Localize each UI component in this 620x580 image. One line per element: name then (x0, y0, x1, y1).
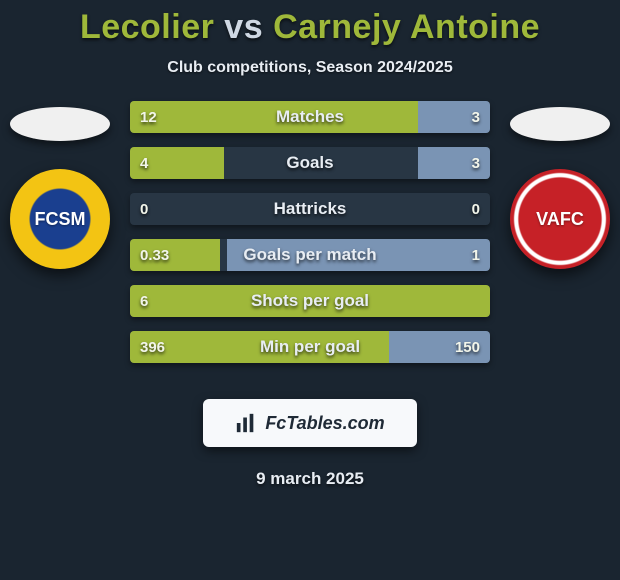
fctables-text: FcTables.com (265, 413, 384, 434)
versus-word: vs (224, 8, 263, 46)
left-flag-icon (10, 107, 110, 141)
left-player-column: FCSM (0, 101, 120, 371)
right-club-badge: VAFC (510, 169, 610, 269)
left-club-badge: FCSM (10, 169, 110, 269)
subtitle: Club competitions, Season 2024/2025 (0, 59, 620, 77)
right-club-short: VAFC (536, 209, 584, 230)
stat-row-label: Goals per match (130, 239, 490, 271)
comparison-body: FCSM VAFC 123Matches 43Goals 00Hattricks 0.… (0, 101, 620, 371)
stat-row: 123Matches (130, 101, 490, 133)
stat-row: 396150Min per goal (130, 331, 490, 363)
stat-row-label: Min per goal (130, 331, 490, 363)
date-label: 9 march 2025 (0, 469, 620, 489)
fctables-badge: FcTables.com (203, 399, 417, 447)
stat-row: 00Hattricks (130, 193, 490, 225)
left-club-short: FCSM (35, 209, 86, 230)
stat-row-label: Hattricks (130, 193, 490, 225)
stat-row-label: Matches (130, 101, 490, 133)
chart-bars-icon (235, 412, 257, 434)
player-left-name: Lecolier (80, 8, 214, 46)
stat-row: 0.331Goals per match (130, 239, 490, 271)
stat-row: 43Goals (130, 147, 490, 179)
comparison-title: Lecolier vs Carnejy Antoine (0, 0, 620, 47)
right-player-column: VAFC (500, 101, 620, 371)
stat-row-label: Shots per goal (130, 285, 490, 317)
right-flag-icon (510, 107, 610, 141)
stat-row: 6Shots per goal (130, 285, 490, 317)
stat-bars: 123Matches 43Goals 00Hattricks 0.331Goals p… (130, 101, 490, 363)
player-right-name: Carnejy Antoine (273, 8, 540, 46)
stat-row-label: Goals (130, 147, 490, 179)
